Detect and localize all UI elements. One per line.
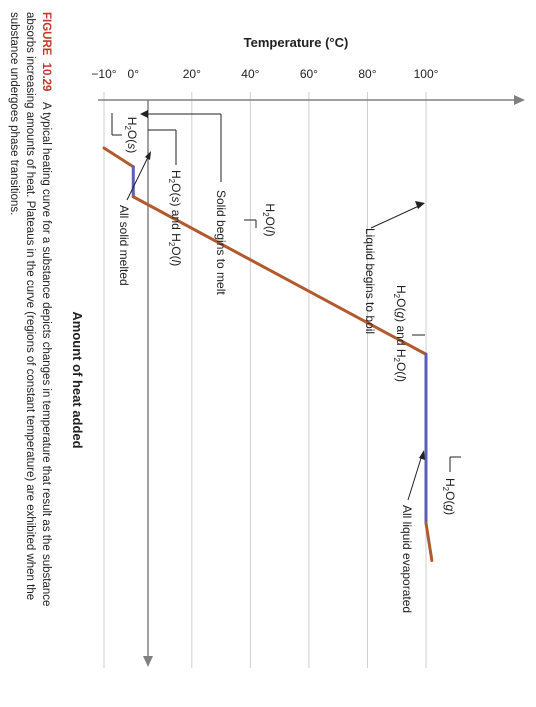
caption-figure-number: 10.29 <box>40 63 52 92</box>
label-all-liquid-evaporated: All liquid evaporated <box>400 505 414 613</box>
y-tick-label-1: 0° <box>128 67 140 81</box>
x-axis-title: Amount of heat added <box>70 311 85 448</box>
label-gas-and-liquid: H2O(g) and H2O(l) <box>392 285 408 382</box>
y-tick-label-4: 60° <box>300 67 318 81</box>
label-solid-begins-to-melt: Solid begins to melt <box>214 190 228 295</box>
y-tick-label-6: 100° <box>414 67 439 81</box>
axes <box>98 95 525 667</box>
y-tick-label-2: 20° <box>183 67 201 81</box>
grid-lines <box>103 92 427 668</box>
annotations: H2O(s) Solid begins to melt H2O(s) and H… <box>111 110 461 613</box>
curve-segment-4 <box>424 521 434 562</box>
label-liquid: H2O(l) <box>261 203 277 236</box>
caption-line-2: absorbs increasing amounts of heat. Plat… <box>24 12 36 600</box>
curve-segment-0 <box>102 146 135 169</box>
y-axis-title: Temperature (°C) <box>244 35 349 50</box>
y-axis-arrowhead <box>514 95 525 105</box>
label-liquid-begins-to-boil: Liquid begins to boil <box>363 228 377 334</box>
figure-caption: FIGURE 10.29 A typical heating curve for… <box>8 12 52 606</box>
caption-figure-label: FIGURE <box>40 12 52 56</box>
label-all-solid-melted: All solid melted <box>117 205 131 286</box>
x-axis-arrowhead <box>143 656 153 667</box>
heating-curve <box>102 146 434 562</box>
y-tick-label-3: 40° <box>241 67 259 81</box>
label-solid-and-liquid: H2O(s) and H2O(l) <box>167 170 183 266</box>
curve-segment-2 <box>131 195 428 356</box>
label-solid: H2O(s) <box>123 117 139 153</box>
label-gas: H2O(g) <box>441 478 457 515</box>
caption-line-3: substance undergoes phase transitions. <box>8 12 20 215</box>
y-tick-label-5: 80° <box>358 67 376 81</box>
y-tick-labels: −10° 0° 20° 40° 60° 80° 100° <box>91 67 438 81</box>
y-tick-label-0: −10° <box>91 67 116 81</box>
caption-line-1: A typical heating curve for a substance … <box>40 102 52 606</box>
svg-text:FIGURE 10.29: FIGURE 10.29 A typical heating curve for… <box>40 12 52 606</box>
